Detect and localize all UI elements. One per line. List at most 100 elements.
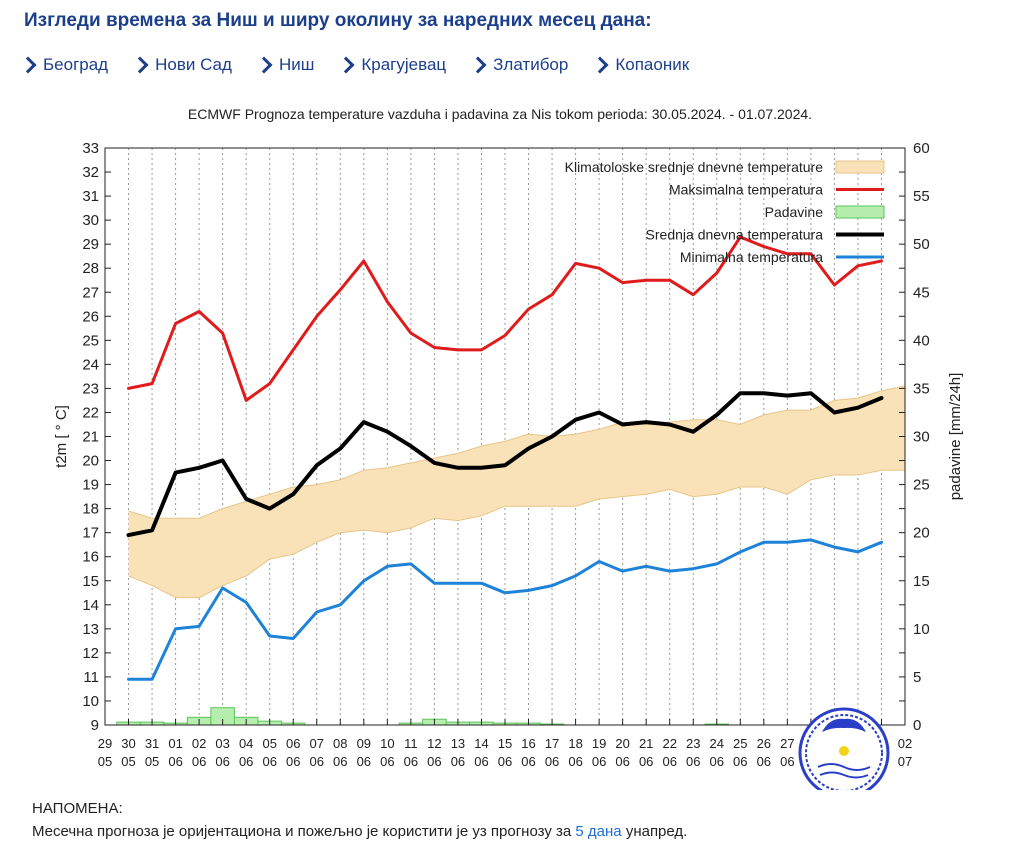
- x-tick-day: 04: [239, 736, 253, 751]
- y2-tick-label: 50: [913, 236, 930, 253]
- sun-icon: [839, 746, 849, 756]
- x-tick-day: 19: [592, 736, 606, 751]
- legend-swatch: [835, 160, 885, 174]
- y-tick-label: 30: [82, 212, 99, 229]
- x-tick-day: 02: [192, 736, 206, 751]
- y2-tick-label: 25: [913, 477, 930, 494]
- y-tick-label: 23: [82, 380, 99, 397]
- y-axis-label: t2m [ ° C]: [53, 405, 70, 468]
- x-tick-day: 30: [121, 736, 135, 751]
- x-tick-day: 13: [451, 736, 465, 751]
- x-tick-month: 06: [639, 754, 653, 769]
- x-tick-day: 21: [639, 736, 653, 751]
- y-tick-label: 13: [82, 621, 99, 638]
- x-tick-day: 10: [380, 736, 394, 751]
- x-tick-month: 05: [98, 754, 112, 769]
- x-tick-day: 16: [521, 736, 535, 751]
- y-tick-label: 14: [82, 597, 99, 614]
- x-tick-day: 12: [427, 736, 441, 751]
- x-tick-day: 22: [662, 736, 676, 751]
- nav-link-label: Златибор: [493, 55, 569, 74]
- five-day-forecast-link[interactable]: 5 дана: [575, 823, 622, 840]
- precipitation-bars: [116, 707, 730, 726]
- y2-axis-label: padavine [mm/24h]: [947, 373, 964, 501]
- nav-link-novi-sad[interactable]: Нови Сад: [131, 55, 232, 75]
- y2-tick-label: 20: [913, 525, 930, 542]
- y2-tick-label: 15: [913, 573, 930, 590]
- forecast-chart: ECMWF Prognoza temperature vazduha i pad…: [53, 106, 964, 790]
- y2-tick-label: 10: [913, 621, 930, 638]
- note-heading: НАПОМЕНА:: [32, 800, 123, 817]
- temperature-lines: [126, 235, 884, 681]
- x-tick-day: 23: [686, 736, 700, 751]
- x-tick-day: 24: [710, 736, 724, 751]
- y-tick-label: 9: [91, 717, 99, 734]
- y2-tick-label: 0: [913, 717, 921, 734]
- x-tick-month: 06: [215, 754, 229, 769]
- y-tick-label: 28: [82, 260, 99, 277]
- x-tick-month: 06: [545, 754, 559, 769]
- x-tick-month: 06: [262, 754, 276, 769]
- y2-tick-label: 5: [913, 669, 921, 686]
- x-tick-month: 06: [286, 754, 300, 769]
- climatology-band: [128, 385, 906, 599]
- x-tick-day: 01: [168, 736, 182, 751]
- x-tick-day: 25: [733, 736, 747, 751]
- x-tick-day: 11: [404, 736, 418, 751]
- x-tick-month: 05: [145, 754, 159, 769]
- x-tick-month: 06: [404, 754, 418, 769]
- y-tick-label: 33: [82, 140, 99, 157]
- nav-link-label: Нови Сад: [155, 55, 232, 74]
- mean-temperature-line: [126, 391, 884, 538]
- chevron-right-icon: [19, 56, 37, 74]
- y-tick-label: 24: [82, 356, 99, 373]
- x-tick-month: 06: [521, 754, 535, 769]
- x-tick-month: 06: [686, 754, 700, 769]
- nav-link-kragujevac[interactable]: Крагујевац: [337, 55, 447, 75]
- x-tick-month: 06: [474, 754, 488, 769]
- y2-tick-label: 30: [913, 429, 930, 446]
- x-tick-month: 07: [898, 754, 912, 769]
- x-tick-month: 06: [710, 754, 724, 769]
- y-tick-label: 19: [82, 477, 99, 494]
- y2-tick-label: 60: [913, 140, 930, 157]
- x-tick-day: 08: [333, 736, 347, 751]
- legend-swatch: [835, 205, 885, 219]
- x-tick-day: 26: [757, 736, 771, 751]
- y-tick-label: 21: [82, 429, 99, 446]
- nav-link-nis[interactable]: Ниш: [255, 55, 315, 75]
- nav-link-label: Ниш: [278, 55, 315, 74]
- chart-title: ECMWF Prognoza temperature vazduha i pad…: [188, 106, 812, 122]
- x-tick-day: 02: [898, 736, 912, 751]
- y-tick-label: 17: [82, 525, 99, 542]
- nav-link-beograd[interactable]: Београд: [19, 55, 109, 75]
- x-tick-month: 06: [333, 754, 347, 769]
- y-tick-label: 11: [83, 669, 99, 686]
- y2-tick-label: 40: [913, 332, 930, 349]
- y-tick-label: 26: [82, 308, 99, 325]
- wave-icon: [817, 763, 871, 771]
- x-tick-month: 06: [310, 754, 324, 769]
- nav-link-label: Београд: [43, 55, 109, 74]
- y2-tick-label: 55: [913, 188, 930, 205]
- nav-link-kopaonik[interactable]: Копаоник: [591, 55, 689, 75]
- note-text-before: Месечна прогноза је оријентациона и поже…: [32, 823, 572, 840]
- y2-tick-label: 35: [913, 380, 930, 397]
- y-tick-label: 18: [82, 501, 99, 518]
- x-tick-day: 27: [780, 736, 794, 751]
- nav-link-zlatibor[interactable]: Златибор: [469, 55, 569, 75]
- x-tick-month: 06: [451, 754, 465, 769]
- wave-icon: [819, 771, 869, 779]
- legend-label: Klimatoloske srednje dnevne temperature: [565, 159, 824, 175]
- nav-link-label: Крагујевац: [361, 55, 447, 74]
- climatology-upper-edge: [128, 385, 906, 519]
- chevron-right-icon: [591, 56, 609, 74]
- x-tick-month: 06: [780, 754, 794, 769]
- chevron-right-icon: [255, 56, 273, 74]
- x-tick-month: 06: [568, 754, 582, 769]
- x-tick-month: 06: [357, 754, 371, 769]
- y-tick-label: 31: [82, 188, 99, 205]
- note-text: Месечна прогноза је оријентациона и поже…: [32, 823, 687, 840]
- x-tick-month: 06: [733, 754, 747, 769]
- y-tick-label: 10: [82, 693, 99, 710]
